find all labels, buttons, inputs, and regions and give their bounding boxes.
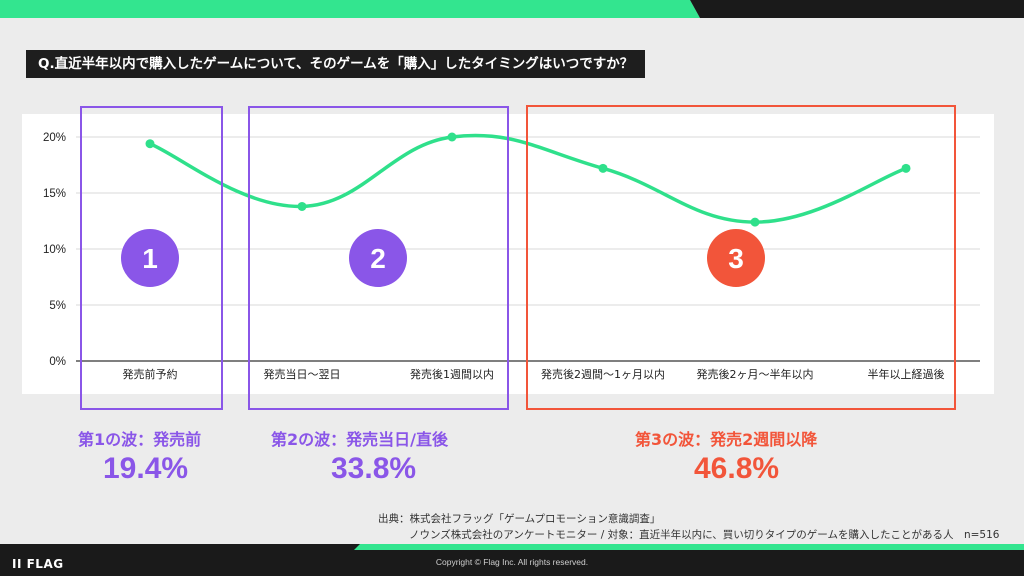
wave-3-box — [526, 105, 956, 410]
wave-1-badge — [121, 229, 179, 287]
flag-logo: II FLAG — [12, 557, 64, 571]
y-tick-label: 20% — [43, 132, 66, 144]
data-point — [145, 139, 155, 149]
top-accent-bar — [0, 0, 1024, 18]
wave-3-badge-number: 3 — [728, 243, 744, 274]
wave-2-title: 第2の波：発売当日/直後 — [271, 430, 448, 449]
wave-2-badge — [349, 229, 407, 287]
x-category-label: 発売当日〜翌日 — [264, 367, 341, 381]
wave-3-title: 第3の波：発売2週間以降 — [635, 430, 818, 449]
copyright-text: Copyright © Flag Inc. All rights reserve… — [435, 557, 589, 567]
data-point — [598, 163, 608, 173]
wave-2-percent: 33.8% — [331, 452, 417, 485]
y-tick-label: 10% — [43, 244, 66, 256]
data-point — [447, 132, 457, 142]
footer-accent — [0, 544, 1024, 550]
x-category-label: 発売前予約 — [123, 367, 178, 381]
source-line-2: ノウンズ株式会社のアンケートモニター / 対象：直近半年以内に、買い切りタイプの… — [409, 529, 1000, 541]
source-line-1: 出典：株式会社フラッグ「ゲームプロモーション意識調査」 — [378, 513, 661, 525]
question-heading: Q.直近半年以内で購入したゲームについて、そのゲームを「購入」したタイミングはい… — [26, 50, 646, 78]
x-category-label: 発売後2ヶ月〜半年以内 — [697, 367, 814, 381]
x-category-label: 発売後2週間〜1ヶ月以内 — [541, 367, 665, 381]
wave-1-title: 第1の波：発売前 — [78, 430, 202, 449]
wave-3-percent: 46.8% — [694, 452, 780, 485]
wave-3-badge — [707, 229, 765, 287]
wave-1-badge-number: 1 — [142, 243, 158, 274]
y-tick-label: 0% — [49, 356, 66, 368]
y-tick-label: 5% — [49, 300, 66, 312]
series-line — [148, 133, 908, 224]
data-point — [901, 163, 911, 173]
x-category-label: 半年以上経過後 — [868, 367, 945, 381]
wave-1-box — [80, 106, 223, 410]
data-point — [297, 201, 307, 211]
wave-1-percent: 19.4% — [103, 452, 189, 485]
x-category-label: 発売後1週間以内 — [410, 367, 494, 381]
wave-2-box — [248, 106, 509, 410]
wave-2-badge-number: 2 — [370, 243, 386, 274]
data-point — [750, 217, 760, 227]
y-tick-label: 15% — [43, 188, 66, 200]
